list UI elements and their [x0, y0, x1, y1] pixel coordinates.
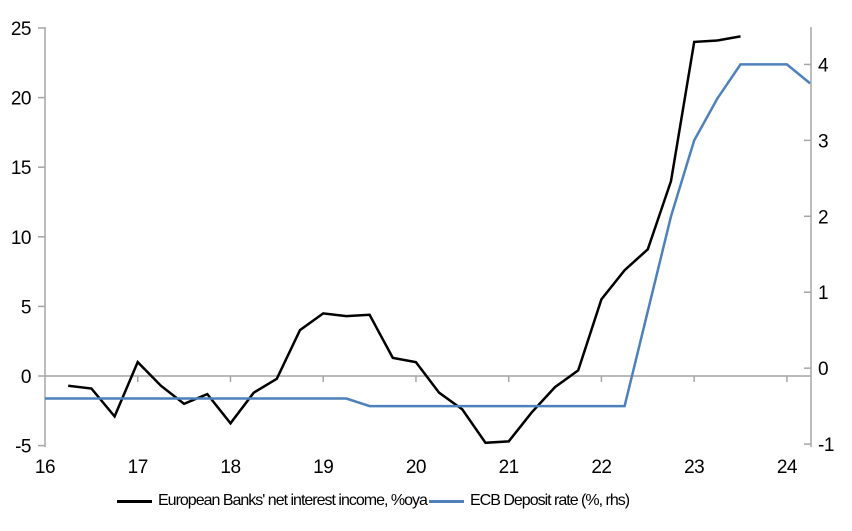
legend-line-swatch-black: [117, 499, 152, 503]
legend-label-ecb-deposit-rate: ECB Deposit rate (%, rhs): [470, 492, 630, 509]
series-line-net-interest-income: [68, 35, 741, 445]
right-axis-tick-label: 2: [818, 207, 828, 228]
x-axis-tick-label: 18: [220, 457, 240, 478]
x-axis-tick-label: 20: [406, 457, 426, 478]
legend-item-net-interest-income: European Banks' net interest income, %oy…: [117, 491, 428, 511]
left-axis-tick-label: 20: [11, 89, 31, 110]
right-axis-tick-label: -1: [818, 435, 834, 456]
right-axis-tick-label: 0: [818, 359, 828, 380]
right-axis-tick-label: 1: [818, 283, 828, 304]
x-axis-tick-label: 23: [684, 457, 704, 478]
legend-label-net-interest-income: European Banks' net interest income, %oy…: [158, 492, 428, 509]
series-line-ecb-deposit-rate: [45, 63, 811, 408]
right-axis-tick-label: 4: [818, 55, 829, 76]
left-axis-tick-label: 25: [11, 19, 31, 40]
x-axis-tick-label: 21: [499, 457, 519, 478]
right-axis-tick-label: 3: [818, 131, 828, 152]
x-axis-tick-label: 19: [313, 457, 333, 478]
left-axis-tick-label: 10: [11, 228, 31, 249]
left-axis-tick-label: 0: [21, 367, 31, 388]
left-axis-tick-label: 15: [11, 158, 31, 179]
legend-item-ecb-deposit-rate: ECB Deposit rate (%, rhs): [429, 491, 630, 511]
left-axis-tick-label: 5: [21, 297, 31, 318]
x-axis-tick-label: 22: [591, 457, 611, 478]
legend-line-swatch-blue: [429, 499, 464, 503]
left-axis-tick-label: -5: [15, 437, 31, 458]
x-axis-tick-label: 17: [128, 457, 148, 478]
x-axis-tick-label: 16: [35, 457, 55, 478]
x-axis-tick-label: 24: [777, 457, 798, 478]
